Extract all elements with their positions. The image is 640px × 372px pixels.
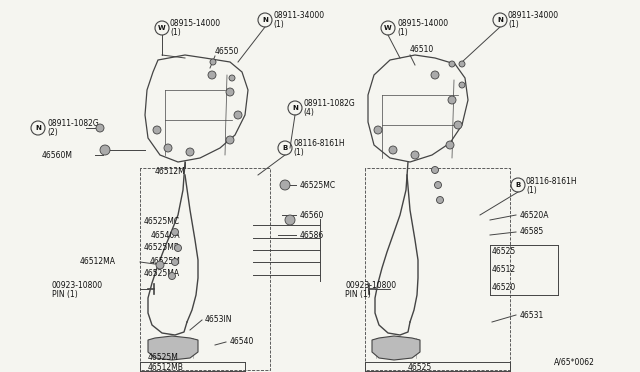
Text: N: N [497,17,503,23]
Text: 08911-34000: 08911-34000 [273,12,324,20]
Circle shape [172,228,179,235]
Text: 46540: 46540 [230,337,254,346]
Circle shape [153,126,161,134]
Text: N: N [292,105,298,111]
Text: A/65*0062: A/65*0062 [554,357,595,366]
Text: 46531: 46531 [520,311,544,320]
Text: 4653IN: 4653IN [205,315,232,324]
Circle shape [210,59,216,65]
Text: (1): (1) [293,148,304,157]
Circle shape [449,61,455,67]
Text: 46525MC: 46525MC [144,218,180,227]
Text: 46512MB: 46512MB [148,363,184,372]
Text: (4): (4) [303,109,314,118]
Circle shape [175,244,182,251]
Text: PIN (1): PIN (1) [52,289,77,298]
Circle shape [186,148,194,156]
Text: 46520: 46520 [492,283,516,292]
Circle shape [435,182,442,189]
Text: (1): (1) [397,29,408,38]
Text: 46550: 46550 [215,48,239,57]
Text: 46560M: 46560M [42,151,73,160]
Text: 46525M: 46525M [149,257,180,266]
Text: 08915-14000: 08915-14000 [397,19,448,29]
Polygon shape [372,336,420,360]
Circle shape [172,259,179,266]
Text: (1): (1) [170,29,180,38]
Text: 46520A: 46520A [520,211,550,219]
Circle shape [168,273,175,279]
Text: 08116-8161H: 08116-8161H [526,176,578,186]
Text: (2): (2) [47,128,58,138]
Circle shape [96,124,104,132]
Text: 46512: 46512 [492,266,516,275]
Circle shape [226,136,234,144]
Circle shape [229,75,235,81]
Circle shape [208,71,216,79]
Text: 46525: 46525 [408,362,432,372]
Text: W: W [158,25,166,31]
Text: (1): (1) [273,20,284,29]
Text: 46560: 46560 [300,211,324,219]
Text: 08915-14000: 08915-14000 [170,19,221,29]
Text: 46510: 46510 [410,45,435,55]
Polygon shape [148,336,198,360]
Circle shape [164,144,172,152]
Text: N: N [35,125,41,131]
Circle shape [156,261,164,269]
Text: (1): (1) [508,20,519,29]
Circle shape [285,215,295,225]
Text: W: W [384,25,392,31]
Circle shape [280,180,290,190]
Text: B: B [282,145,287,151]
Text: 00923-10800: 00923-10800 [52,280,103,289]
Circle shape [436,196,444,203]
Text: 08116-8161H: 08116-8161H [293,140,344,148]
Circle shape [389,146,397,154]
Circle shape [374,126,382,134]
Circle shape [226,88,234,96]
Circle shape [446,141,454,149]
Text: 46525M: 46525M [148,353,179,362]
Text: 46512M: 46512M [155,167,186,176]
Text: 46585: 46585 [520,228,544,237]
Circle shape [411,151,419,159]
Text: 08911-34000: 08911-34000 [508,12,559,20]
Text: 46525MA: 46525MA [144,269,180,279]
Text: 46512MA: 46512MA [80,257,116,266]
Circle shape [459,82,465,88]
Text: B: B [515,182,520,188]
Text: 46586: 46586 [300,231,324,240]
Circle shape [448,96,456,104]
Text: 00923-10800: 00923-10800 [345,280,396,289]
Text: 46540A: 46540A [150,231,180,240]
Circle shape [431,167,438,173]
Circle shape [459,61,465,67]
Text: PIN (1): PIN (1) [345,289,371,298]
Text: 46525: 46525 [492,247,516,257]
Text: 46525MC: 46525MC [300,180,336,189]
Text: (1): (1) [526,186,537,195]
Circle shape [431,71,439,79]
Text: N: N [262,17,268,23]
Text: 08911-1082G: 08911-1082G [47,119,99,128]
Circle shape [454,121,462,129]
Circle shape [234,111,242,119]
Circle shape [100,145,110,155]
Text: 46525MB: 46525MB [144,244,180,253]
Text: 08911-1082G: 08911-1082G [303,99,355,109]
